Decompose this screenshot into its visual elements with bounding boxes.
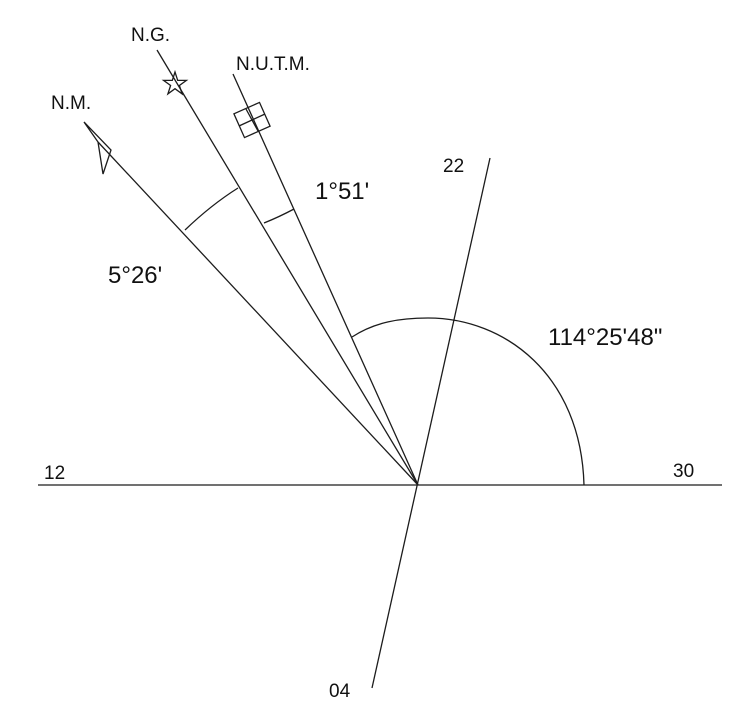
label-geographic-north: N.G. [131,25,170,46]
convergence-arc [263,208,295,224]
magnetic-north-line [97,141,419,486]
label-magnetic-north: N.M. [51,93,91,114]
label-runway-30: 30 [673,461,694,482]
utm-north-line [232,73,419,486]
lightning-arrow-icon [83,121,112,175]
geographic-north-line [156,49,419,486]
runway-axis-04-22 [371,157,491,689]
label-runway-bearing: 114°25'48" [548,324,662,351]
bearing-arc [351,317,585,486]
grid-square-icon [233,101,271,139]
label-grid-convergence: 1°51' [315,178,369,205]
label-runway-04: 04 [329,681,351,702]
label-utm-north: N.U.T.M. [236,54,310,75]
label-runway-12: 12 [44,463,65,484]
star-icon [161,69,189,96]
label-runway-22: 22 [443,156,464,177]
declination-arc [184,187,239,231]
label-magnetic-declination: 5°26' [108,262,162,289]
